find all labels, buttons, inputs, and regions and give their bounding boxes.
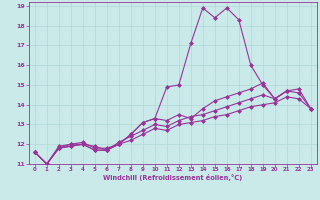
X-axis label: Windchill (Refroidissement éolien,°C): Windchill (Refroidissement éolien,°C) — [103, 174, 243, 181]
